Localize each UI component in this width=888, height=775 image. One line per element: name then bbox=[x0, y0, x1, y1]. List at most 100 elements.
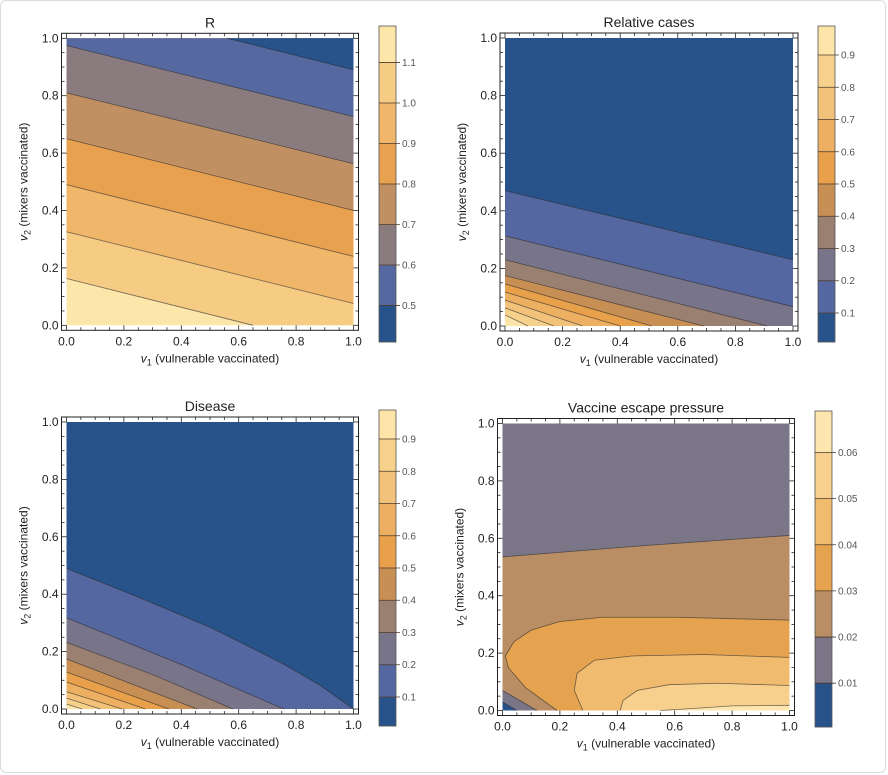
y-tick-label: 0.6 bbox=[480, 146, 497, 160]
colorbar-swatch bbox=[379, 535, 396, 569]
colorbar: 0.1 0.2 0.3 0.4 0.5 0.6 0.7 0.8 0.9 bbox=[817, 25, 855, 343]
axis-text: (mixers vaccinated) bbox=[455, 123, 469, 230]
contour-line-0.6 bbox=[66, 45, 354, 118]
y-axis-label: v2 (mixers vaccinated) bbox=[17, 123, 33, 241]
colorbar-frame bbox=[814, 410, 833, 728]
colorbar-tick-label: 0.9 bbox=[402, 435, 416, 446]
contour-line-0.8 bbox=[66, 138, 354, 211]
x-tick-label: 0.2 bbox=[554, 335, 571, 349]
colorbar-tick-label: 0.9 bbox=[841, 51, 855, 62]
contour-line-1 bbox=[66, 231, 354, 304]
colorbar-swatch bbox=[818, 119, 835, 153]
y-tick-label: 0.2 bbox=[42, 261, 59, 275]
colorbar-tick-label: 0.05 bbox=[838, 494, 858, 505]
colorbar-tick-label: 0.8 bbox=[402, 180, 416, 191]
axis-subscript: 1 bbox=[586, 358, 591, 368]
axis-subscript: 2 bbox=[459, 615, 469, 620]
axis-subscript: 1 bbox=[147, 741, 152, 751]
colorbar-swatch bbox=[379, 102, 396, 144]
x-tick-label: 0.6 bbox=[230, 718, 247, 732]
contour-line-0.04 bbox=[573, 654, 790, 711]
colorbar-tick-label: 0.7 bbox=[402, 220, 416, 231]
colorbar-swatch bbox=[818, 55, 835, 88]
x-tick-label: 0.6 bbox=[666, 720, 683, 734]
contour-line-0.9 bbox=[66, 184, 354, 257]
contour-line-0.1 bbox=[66, 567, 354, 710]
contour-line-0.8 bbox=[66, 697, 101, 710]
x-tick-label: 0.8 bbox=[288, 718, 305, 732]
colorbar-tick-label: 0.03 bbox=[838, 586, 858, 597]
colorbar-tick-label: 0.7 bbox=[402, 499, 416, 510]
y-tick-label: 1.0 bbox=[42, 415, 59, 429]
x-tick-label: 0.8 bbox=[724, 720, 741, 734]
colorbar-swatch bbox=[379, 224, 396, 266]
axis-text: (mixers vaccinated) bbox=[17, 506, 31, 613]
colorbar-tick-label: 0.5 bbox=[841, 180, 855, 191]
y-axis-label: v2 (mixers vaccinated) bbox=[17, 506, 33, 624]
axis-variable: v bbox=[141, 351, 148, 365]
colorbar-swatch bbox=[379, 265, 396, 306]
colorbar-swatch bbox=[379, 632, 396, 666]
colorbar-tick-label: 0.6 bbox=[402, 261, 416, 272]
x-tick-label: 0.4 bbox=[173, 718, 190, 732]
contour-line-0.6 bbox=[504, 291, 621, 327]
colorbar-tick-label: 0.8 bbox=[841, 83, 855, 94]
y-tick-label: 0.2 bbox=[478, 646, 495, 660]
colorbar-tick-label: 1.1 bbox=[402, 58, 416, 69]
contour-line-0.03 bbox=[504, 616, 790, 711]
contour-region-0.1 bbox=[66, 422, 354, 709]
colorbar: 0.01 0.02 0.03 0.04 0.05 0.06 bbox=[814, 410, 858, 728]
x-axis-label: v1 (vulnerable vaccinated) bbox=[141, 351, 279, 367]
colorbar-swatch bbox=[379, 568, 396, 601]
y-tick-label: 0.8 bbox=[478, 474, 495, 488]
chart-title: Relative cases bbox=[603, 14, 694, 30]
axis-variable: v bbox=[455, 234, 469, 241]
colorbar-swatch bbox=[379, 503, 396, 537]
colorbar-tick-label: 0.2 bbox=[402, 660, 416, 671]
colorbar-swatch bbox=[379, 143, 396, 185]
x-tick-label: 0.4 bbox=[609, 720, 626, 734]
contour-line-1.1 bbox=[66, 278, 254, 326]
y-tick-label: 0.8 bbox=[42, 472, 59, 486]
x-tick-label: 0.0 bbox=[58, 334, 75, 348]
colorbar-swatch bbox=[379, 305, 396, 343]
colorbar-tick-label: 0.04 bbox=[838, 540, 858, 551]
contour-line-0.2 bbox=[504, 235, 794, 308]
contour-line-0.01 bbox=[502, 701, 518, 711]
colorbar-tick-label: 0.7 bbox=[841, 115, 855, 126]
x-tick-label: 0.0 bbox=[494, 720, 511, 734]
y-axis-label: v2 (mixers vaccinated) bbox=[455, 123, 471, 241]
y-tick-label: 0.4 bbox=[42, 204, 59, 218]
colorbar-swatch bbox=[815, 452, 832, 499]
x-tick-label: 0.6 bbox=[230, 334, 247, 348]
colorbar-swatch bbox=[818, 26, 835, 56]
colorbar-swatch bbox=[379, 696, 396, 727]
colorbar-tick-label: 0.5 bbox=[402, 301, 416, 312]
colorbar-tick-label: 0.6 bbox=[402, 531, 416, 542]
colorbar-swatch bbox=[818, 248, 835, 282]
axis-subscript: 2 bbox=[23, 230, 33, 235]
chart-title: Vaccine escape pressure bbox=[568, 400, 724, 416]
x-axis-label: v1 (vulnerable vaccinated) bbox=[577, 737, 715, 753]
y-tick-label: 0.6 bbox=[42, 530, 59, 544]
colorbar-swatch bbox=[815, 590, 832, 638]
contour-line-0.4 bbox=[66, 658, 198, 710]
axis-variable: v bbox=[580, 352, 587, 366]
x-tick-label: 0.8 bbox=[727, 335, 744, 349]
y-tick-label: 0.2 bbox=[42, 645, 59, 659]
colorbar-swatch bbox=[379, 600, 396, 633]
colorbar-swatch bbox=[818, 151, 835, 185]
colorbar-tick-label: 0.3 bbox=[841, 244, 855, 255]
colorbar-swatch bbox=[818, 312, 835, 343]
colorbar-tick-label: 0.8 bbox=[402, 467, 416, 478]
contour-line-0.7 bbox=[504, 299, 583, 327]
axis-subscript: 2 bbox=[23, 614, 33, 619]
contour-panel-2: 0.0 0.2 0.4 0.6 0.8 1.0 0.0 0.2 0.4 0.6 0.8 1.0 Rela… bbox=[455, 14, 855, 368]
y-tick-label: 0.6 bbox=[478, 531, 495, 545]
x-tick-label: 0.6 bbox=[669, 335, 686, 349]
x-tick-label: 0.0 bbox=[497, 335, 514, 349]
contour-line-0.8 bbox=[504, 307, 555, 327]
colorbar-tick-label: 0.4 bbox=[402, 596, 416, 607]
axis-text: (vulnerable vaccinated) bbox=[152, 735, 279, 749]
